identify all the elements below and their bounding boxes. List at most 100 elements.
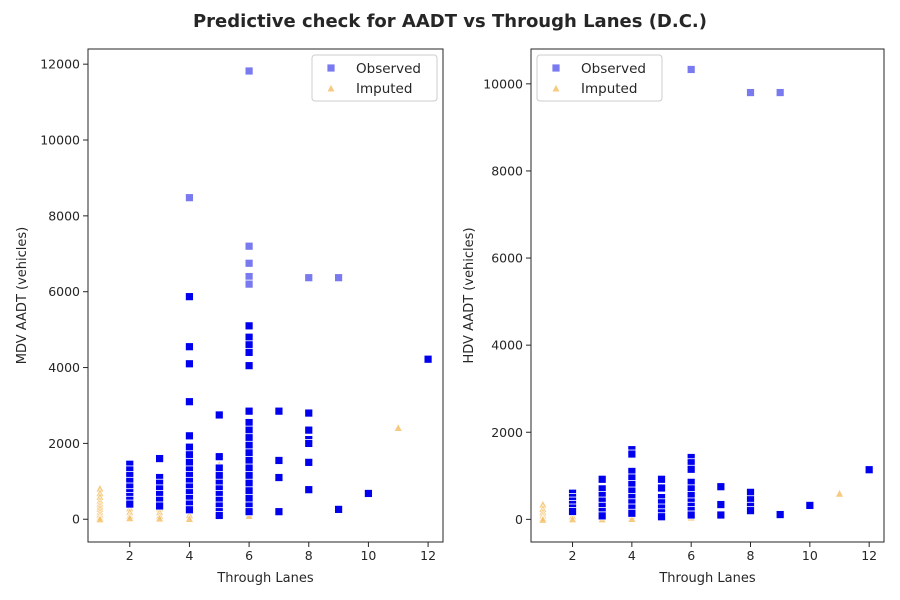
hdv-x-tick-label: 2	[569, 548, 577, 563]
mdv-observed-point	[185, 193, 194, 203]
mdv-y-tick-label: 12000	[40, 57, 80, 72]
mdv-legend-observed-label: Observed	[356, 61, 421, 77]
mdv-observed-point	[185, 292, 194, 302]
mdv-observed-point	[274, 473, 284, 482]
mdv-observed-point	[244, 463, 254, 473]
mdv-axis-ticks: 2 4 6 8 10 12 0 2000 4000 6000 8000 10000 12000	[40, 57, 436, 563]
mdv-observed-point	[214, 410, 224, 420]
mdv-observed-point	[244, 406, 254, 416]
hdv-observed-point	[746, 88, 755, 97]
hdv-imputed-point	[538, 514, 548, 524]
mdv-x-tick-label: 10	[360, 548, 376, 563]
hdv-observed-point	[627, 449, 637, 459]
mdv-observed-point	[244, 471, 254, 481]
mdv-observed-point	[244, 66, 254, 76]
hdv-y-tick-label: 10000	[483, 76, 523, 91]
mdv-observed-point	[304, 273, 314, 283]
mdv-observed-point	[214, 463, 224, 473]
mdv-observed-point	[244, 493, 254, 503]
hdv-observed-point	[657, 512, 666, 522]
hdv-x-tick-label: 4	[628, 548, 636, 563]
hdv-observed-point	[686, 464, 696, 474]
mdv-observed-point	[244, 448, 254, 458]
mdv-legend-observed-marker	[326, 63, 336, 73]
hdv-observed-point	[568, 507, 577, 516]
mdv-observed-point	[274, 406, 284, 416]
hdv-observed-point	[597, 474, 607, 484]
mdv-observed-point	[244, 425, 254, 435]
mdv-observed-point	[185, 397, 194, 407]
mdv-legend-imputed-swatch	[326, 83, 336, 93]
mdv-observed-point	[304, 438, 314, 448]
hdv-x-tick-label: 12	[861, 548, 877, 563]
mdv-legend-observed-swatch	[326, 63, 336, 73]
hdv-y-axis-label: HDV AADT (vehicles)	[462, 227, 477, 363]
mdv-observed-point	[304, 425, 314, 435]
mdv-observed-point	[214, 511, 224, 520]
mdv-imputed-point	[95, 514, 105, 523]
mdv-y-tick-label: 10000	[40, 133, 80, 148]
hdv-x-tick-label: 10	[802, 548, 818, 563]
mdv-x-tick-label: 4	[185, 548, 193, 563]
mdv-observed-point	[185, 505, 194, 515]
hdv-y-tick-label: 0	[515, 512, 523, 527]
mdv-imputed-point	[184, 514, 194, 523]
mdv-y-tick-label: 0	[72, 512, 80, 527]
mdv-observed-point	[274, 507, 284, 517]
hdv-observed-point	[686, 65, 696, 74]
hdv-legend-box	[536, 54, 663, 102]
mdv-x-tick-label: 12	[420, 548, 436, 563]
mdv-observed-point	[304, 485, 314, 495]
mdv-observed-point	[185, 431, 194, 441]
hdv-imputed-point	[627, 514, 637, 523]
hdv-y-tick-label: 8000	[491, 163, 523, 178]
hdv-y-tick-label: 4000	[491, 338, 523, 353]
mdv-observed-point	[364, 489, 373, 498]
hdv-legend-imputed-marker	[551, 83, 561, 93]
mdv-y-tick-label: 2000	[48, 436, 80, 451]
mdv-observed-point	[214, 452, 224, 462]
hdv-observed-point	[657, 474, 666, 484]
hdv-y-tick-label: 6000	[491, 251, 523, 266]
mdv-observed-point	[244, 340, 254, 350]
hdv-imputed-point	[568, 514, 578, 524]
mdv-plot-frame	[87, 48, 444, 543]
mdv-observed-point	[185, 442, 194, 452]
mdv-observed-point	[334, 504, 343, 514]
hdv-observed-point	[775, 88, 785, 97]
mdv-y-tick-label: 8000	[48, 208, 80, 223]
hdv-legend-observed-swatch	[551, 63, 561, 73]
hdv-legend-observed-label: Observed	[581, 61, 646, 77]
mdv-scatter-panel: 2 4 6 8 10 12 0 2000 4000 6000 8000 10000 12000 Thro…	[15, 48, 444, 586]
mdv-legend: Observed Imputed	[311, 54, 438, 102]
mdv-observed-point	[244, 347, 254, 357]
mdv-observed-point	[244, 478, 254, 488]
hdv-observed-point	[716, 482, 726, 492]
mdv-observed-point	[244, 361, 254, 371]
hdv-observed-point	[864, 465, 874, 475]
hdv-legend-observed-marker	[551, 63, 561, 73]
mdv-x-tick-label: 2	[126, 548, 134, 563]
mdv-observed-point	[244, 418, 254, 427]
mdv-observed-point	[185, 457, 194, 467]
mdv-observed-point	[244, 272, 254, 281]
mdv-legend-imputed-marker	[326, 83, 336, 93]
mdv-observed-point	[244, 440, 254, 450]
mdv-observed-point	[274, 456, 284, 465]
mdv-observed-point	[214, 471, 224, 481]
mdv-observed-point	[304, 457, 314, 467]
hdv-scatter-marks	[538, 65, 874, 524]
mdv-imputed-point	[125, 513, 135, 522]
hdv-observed-point	[746, 487, 755, 497]
mdv-observed-point	[244, 332, 254, 342]
mdv-observed-point	[244, 258, 254, 268]
mdv-observed-point	[125, 499, 135, 509]
hdv-observed-point	[597, 511, 607, 521]
hdv-scatter-panel: 2 4 6 8 10 12 0 2000 4000 6000 8000 10000 Through L…	[462, 48, 885, 586]
mdv-observed-point	[244, 456, 254, 465]
hdv-axis-ticks: 2 4 6 8 10 12 0 2000 4000 6000 8000 10000	[483, 76, 877, 563]
mdv-observed-point	[244, 507, 254, 517]
hdv-observed-point	[716, 500, 726, 509]
mdv-observed-point	[423, 354, 433, 364]
